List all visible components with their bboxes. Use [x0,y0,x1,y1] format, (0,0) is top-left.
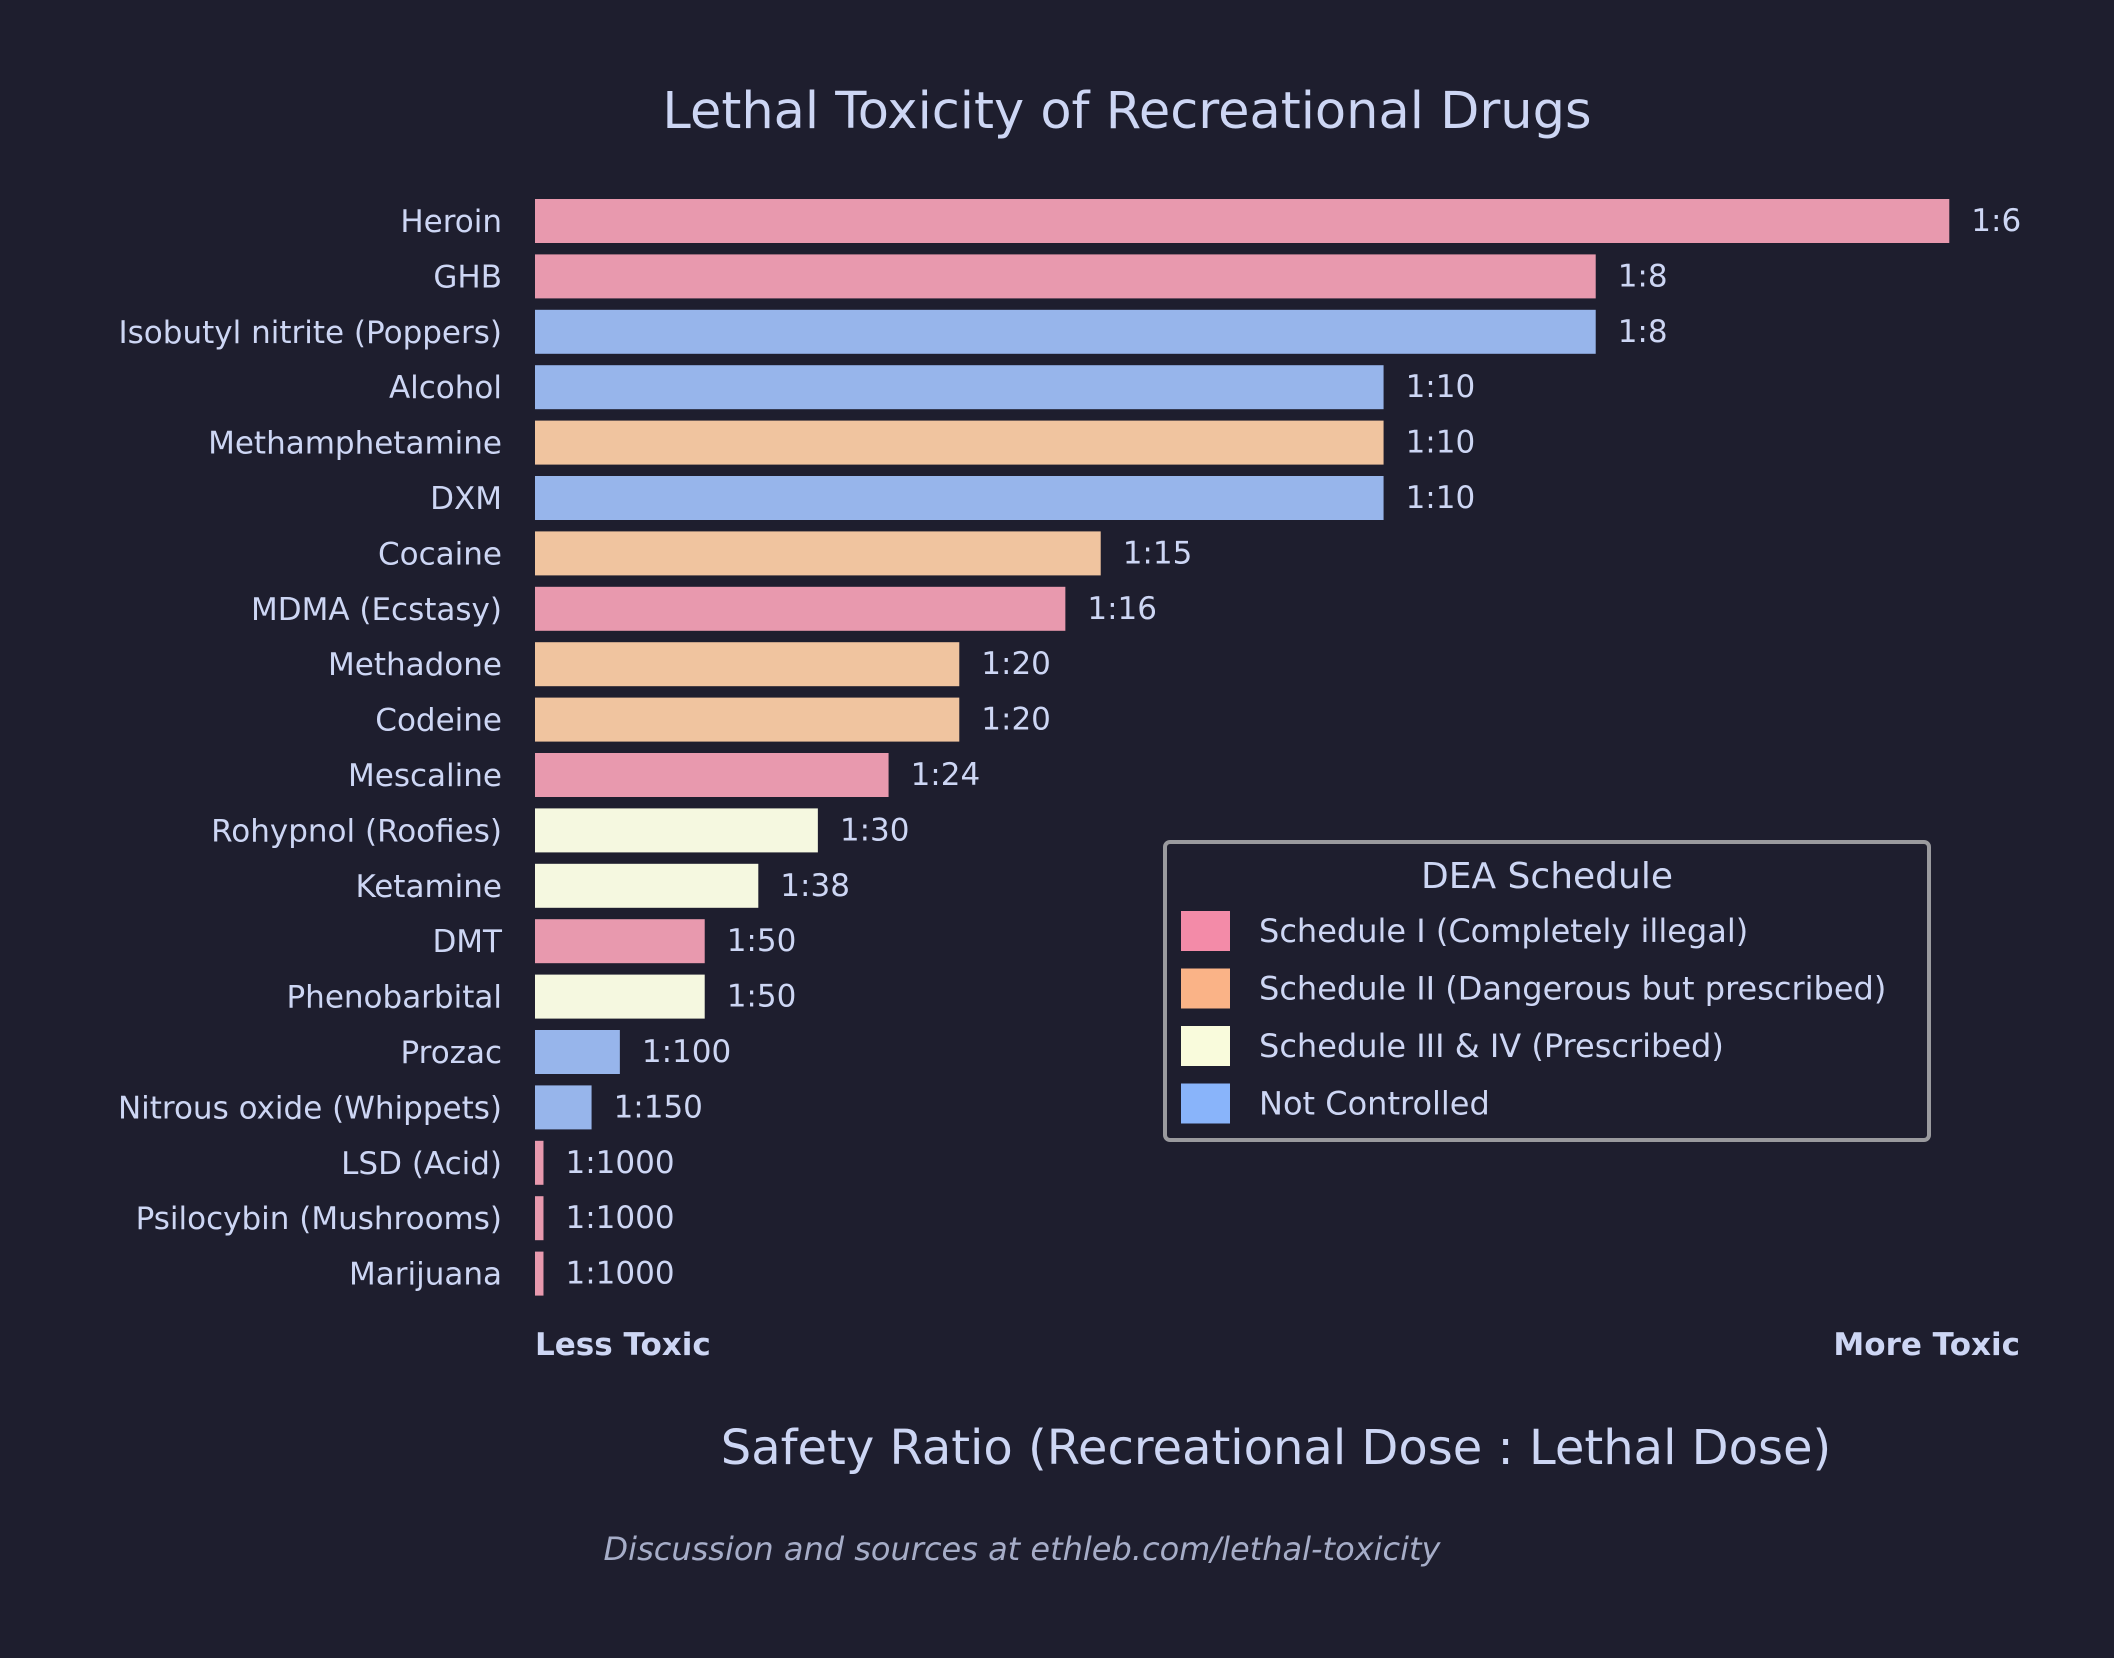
bar [535,309,1596,354]
data-label: 1:16 [1087,591,1157,627]
data-label: 1:20 [981,646,1051,682]
category-label: DMT [432,924,503,960]
legend-title: DEA Schedule [1421,856,1673,897]
category-label: Mescaline [348,758,502,794]
legend-swatch [1181,968,1230,1009]
data-label: 1:100 [642,1034,731,1070]
category-label: MDMA (Ecstasy) [251,592,502,628]
category-label: Isobutyl nitrite (Poppers) [119,315,502,351]
legend: DEA Schedule Schedule I (Completely ille… [1163,840,1931,1142]
data-label: 1:6 [1971,203,2021,239]
data-label: 1:20 [981,702,1051,738]
bar [535,199,1950,243]
category-label: Ketamine [355,869,502,905]
bar [535,254,1596,299]
bar [535,863,759,908]
bar [535,697,960,742]
data-label: 1:50 [727,923,797,959]
data-label: 1:1000 [565,1256,674,1292]
data-label: 1:15 [1123,535,1193,571]
bar [535,365,1384,410]
data-label: 1:10 [1406,425,1476,461]
more-toxic-label: More Toxic [1833,1327,2020,1363]
data-label: 1:10 [1406,480,1476,516]
bar [535,753,889,797]
category-label: Codeine [375,703,502,739]
legend-entry-label: Not Controlled [1259,1085,1490,1123]
legend-swatch [1181,1026,1230,1066]
data-label: 1:8 [1618,258,1668,294]
bar [535,586,1066,631]
legend-swatch [1181,1083,1230,1124]
bars-group: Heroin 1:6 GHB 1:8 Isobutyl nitrite (Poppers… [118,199,2021,1296]
data-label: 1:10 [1406,369,1476,405]
data-label: 1:150 [614,1089,703,1125]
data-label: 1:24 [911,757,981,793]
category-label: Prozac [401,1035,503,1071]
bar [535,974,705,1019]
footer-note: Discussion and sources at ethleb.com/let… [604,1530,1442,1568]
legend-swatch [1181,911,1230,951]
category-label: GHB [433,259,502,295]
category-label: Rohypnol (Roofies) [211,813,502,849]
category-label: Alcohol [389,370,502,406]
category-label: Methamphetamine [208,426,502,462]
bar [535,476,1384,520]
bar [535,1140,544,1185]
category-label: Phenobarbital [286,980,502,1016]
data-label: 1:30 [840,812,910,848]
legend-entry-label: Schedule I (Completely illegal) [1259,912,1748,950]
legend-entry-label: Schedule III & IV (Prescribed) [1259,1027,1724,1065]
bar [535,531,1101,576]
bar [535,919,705,964]
bar [535,420,1384,465]
bar [535,642,960,687]
chart-title: Lethal Toxicity of Recreational Drugs [662,82,1591,141]
category-label: Nitrous oxide (Whippets) [118,1090,502,1126]
data-label: 1:8 [1618,314,1668,350]
category-label: DXM [430,481,502,517]
category-label: Marijuana [349,1257,502,1293]
bar [535,1030,620,1074]
legend-entry-label: Schedule II (Dangerous but prescribed) [1259,970,1886,1008]
bar [535,1085,592,1130]
bar [535,808,818,853]
data-label: 1:50 [727,979,797,1015]
data-label: 1:1000 [565,1200,674,1236]
category-label: Methadone [328,647,502,683]
bar [535,1196,544,1241]
x-axis-label: Safety Ratio (Recreational Dose : Lethal… [721,1420,1832,1476]
data-label: 1:1000 [565,1145,674,1181]
less-toxic-label: Less Toxic [535,1327,711,1363]
category-label: LSD (Acid) [341,1146,502,1182]
legend-frame [1163,840,1931,1142]
data-label: 1:38 [780,868,850,904]
category-label: Psilocybin (Mushrooms) [136,1201,502,1237]
category-label: Heroin [400,204,502,240]
category-label: Cocaine [378,536,502,572]
bar [535,1251,544,1296]
